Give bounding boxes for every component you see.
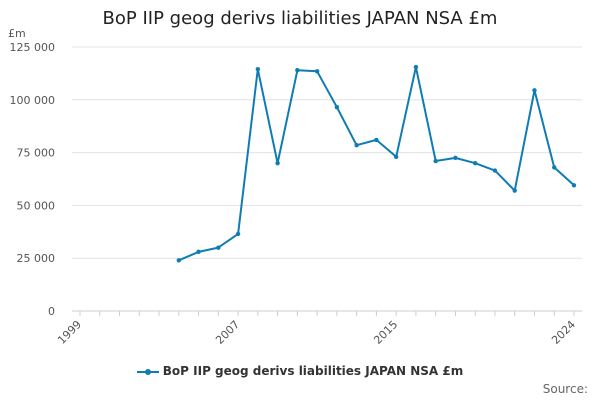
legend-line-marker-icon <box>136 367 159 377</box>
y-tick-label: 125 000 <box>10 41 56 54</box>
y-unit-label: £m <box>8 27 26 40</box>
x-tick-label: 2024 <box>549 318 578 347</box>
data-point[interactable] <box>314 69 320 74</box>
data-point[interactable] <box>216 245 221 250</box>
y-tick-label: 25 000 <box>17 252 56 265</box>
data-point[interactable] <box>255 66 261 72</box>
data-point[interactable] <box>413 64 419 70</box>
data-point[interactable] <box>235 231 241 237</box>
data-point[interactable] <box>176 258 181 263</box>
grid-lines <box>72 46 582 259</box>
x-tick-label: 2007 <box>213 318 242 347</box>
y-tick-label: 100 000 <box>10 94 56 107</box>
data-point[interactable] <box>295 68 300 73</box>
x-tick-label: 1999 <box>55 318 84 347</box>
data-point[interactable] <box>512 188 517 193</box>
data-point[interactable] <box>374 137 379 143</box>
series-line <box>178 66 575 262</box>
data-point[interactable] <box>552 165 557 170</box>
legend-label: BoP IIP geog derivs liabilities JAPAN NS… <box>162 364 464 378</box>
data-point[interactable] <box>433 158 438 164</box>
axes <box>72 310 582 316</box>
data-point[interactable] <box>393 154 399 160</box>
x-tick-label: 2015 <box>371 318 400 347</box>
data-point[interactable] <box>275 160 280 166</box>
series <box>176 64 577 263</box>
data-point[interactable] <box>473 160 478 166</box>
data-point[interactable] <box>532 88 537 93</box>
data-point[interactable] <box>354 143 359 148</box>
y-tick-label: 50 000 <box>17 199 56 212</box>
data-point[interactable] <box>453 155 458 161</box>
data-point[interactable] <box>196 249 201 255</box>
legend[interactable]: BoP IIP geog derivs liabilities JAPAN NS… <box>0 364 600 378</box>
y-tick-label: 75 000 <box>17 147 56 160</box>
data-point[interactable] <box>334 104 340 110</box>
y-tick-label: 0 <box>48 305 55 318</box>
data-point[interactable] <box>571 183 577 188</box>
source-label: Source: <box>542 382 588 396</box>
data-point[interactable] <box>492 168 498 173</box>
chart-title: BoP IIP geog derivs liabilities JAPAN NS… <box>102 8 498 29</box>
